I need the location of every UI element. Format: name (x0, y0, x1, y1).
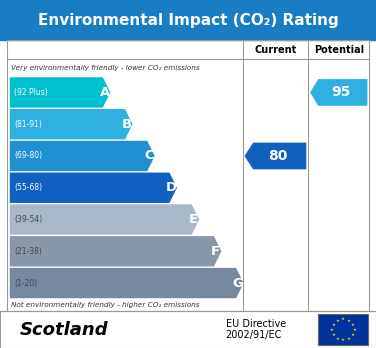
Text: A: A (100, 86, 110, 99)
Polygon shape (10, 109, 133, 140)
Bar (0, 0, 376, 40)
Text: ★: ★ (347, 319, 351, 323)
Polygon shape (10, 268, 244, 298)
Text: ★: ★ (351, 323, 355, 326)
Text: ★: ★ (331, 323, 335, 326)
Text: ★: ★ (330, 328, 334, 332)
Text: C: C (144, 150, 154, 163)
Text: Current: Current (254, 45, 297, 55)
Text: 2002/91/EC: 2002/91/EC (226, 330, 282, 340)
Bar (7, 40, 369, 311)
Polygon shape (10, 141, 155, 171)
Text: Scotland: Scotland (20, 321, 108, 339)
Text: (55-68): (55-68) (14, 183, 42, 192)
Text: (21-38): (21-38) (14, 247, 42, 256)
Text: ★: ★ (335, 319, 340, 323)
Text: F: F (211, 245, 220, 258)
Text: (69-80): (69-80) (14, 151, 42, 160)
Text: EU Directive: EU Directive (226, 319, 286, 329)
Text: (81-91): (81-91) (14, 120, 42, 129)
Text: ★: ★ (335, 337, 340, 341)
Text: ★: ★ (347, 337, 351, 341)
Text: B: B (122, 118, 132, 131)
Text: E: E (189, 213, 198, 226)
Polygon shape (10, 236, 221, 267)
Text: ★: ★ (352, 328, 356, 332)
Text: ★: ★ (331, 333, 335, 337)
Polygon shape (10, 204, 199, 235)
Polygon shape (310, 79, 367, 106)
Text: ★: ★ (351, 333, 355, 337)
Text: (1-20): (1-20) (14, 278, 38, 287)
Text: Not environmentally friendly - higher CO₂ emissions: Not environmentally friendly - higher CO… (11, 302, 199, 308)
Text: (92 Plus): (92 Plus) (14, 88, 48, 97)
Text: Potential: Potential (314, 45, 364, 55)
Text: ★: ★ (341, 338, 345, 342)
Text: Environmental Impact (CO₂) Rating: Environmental Impact (CO₂) Rating (38, 13, 338, 27)
Polygon shape (244, 143, 306, 169)
Text: G: G (233, 277, 243, 290)
Polygon shape (10, 173, 177, 203)
Bar (0, 311, 376, 348)
Text: Very environmentally friendly - lower CO₂ emissions: Very environmentally friendly - lower CO… (11, 65, 199, 71)
Text: (39-54): (39-54) (14, 215, 42, 224)
Bar (318, 314, 368, 345)
Text: D: D (166, 181, 177, 194)
Polygon shape (10, 77, 110, 108)
Text: 95: 95 (332, 86, 351, 100)
Text: ★: ★ (341, 317, 345, 321)
Text: 80: 80 (268, 149, 288, 163)
